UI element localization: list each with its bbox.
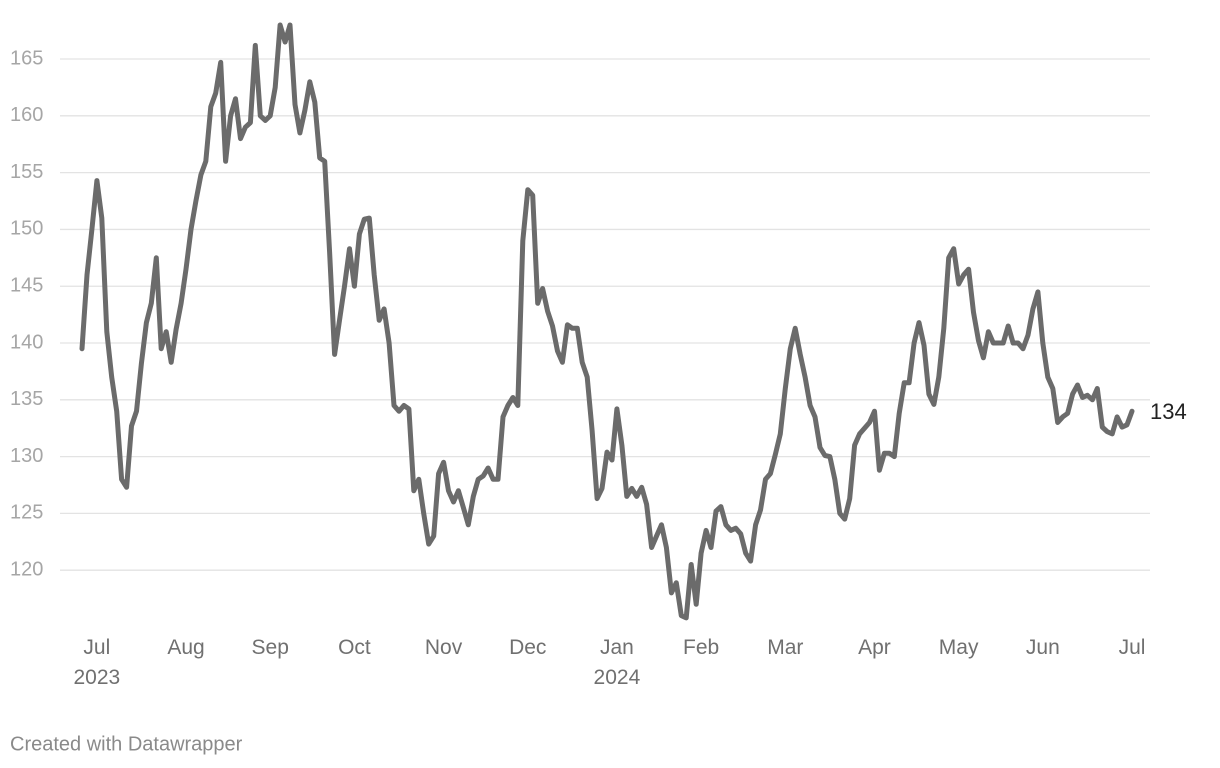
end-value-label: 134	[1150, 399, 1187, 424]
y-tick-label: 150	[10, 218, 43, 240]
x-tick-label: Mar	[767, 636, 803, 659]
x-tick-label: Aug	[167, 636, 204, 659]
y-tick-label: 125	[10, 502, 43, 524]
x-tick-label: Apr	[858, 636, 891, 659]
y-tick-label: 120	[10, 558, 43, 580]
x-tick-label: Jul	[1119, 636, 1146, 659]
x-tick-label: Dec	[509, 636, 546, 659]
y-tick-label: 130	[10, 445, 43, 467]
x-tick-label: Jul 2023	[73, 636, 120, 689]
y-tick-label: 145	[10, 275, 43, 297]
y-tick-label: 135	[10, 388, 43, 410]
x-tick-label: Sep	[252, 636, 289, 659]
x-tick-label: Jun	[1026, 636, 1060, 659]
credit: Created with Datawrapper	[10, 733, 243, 755]
x-tick-label: Jan 2024	[594, 636, 641, 689]
y-tick-label: 160	[10, 104, 43, 126]
x-tick-label: Nov	[425, 636, 463, 659]
x-tick-label: May	[939, 636, 979, 659]
y-tick-label: 165	[10, 47, 43, 69]
x-tick-label: Oct	[338, 636, 371, 659]
x-tick-label: Feb	[683, 636, 719, 659]
line	[79, 22, 1135, 621]
y-tick-label: 155	[10, 161, 43, 183]
y-tick-label: 140	[10, 331, 43, 353]
